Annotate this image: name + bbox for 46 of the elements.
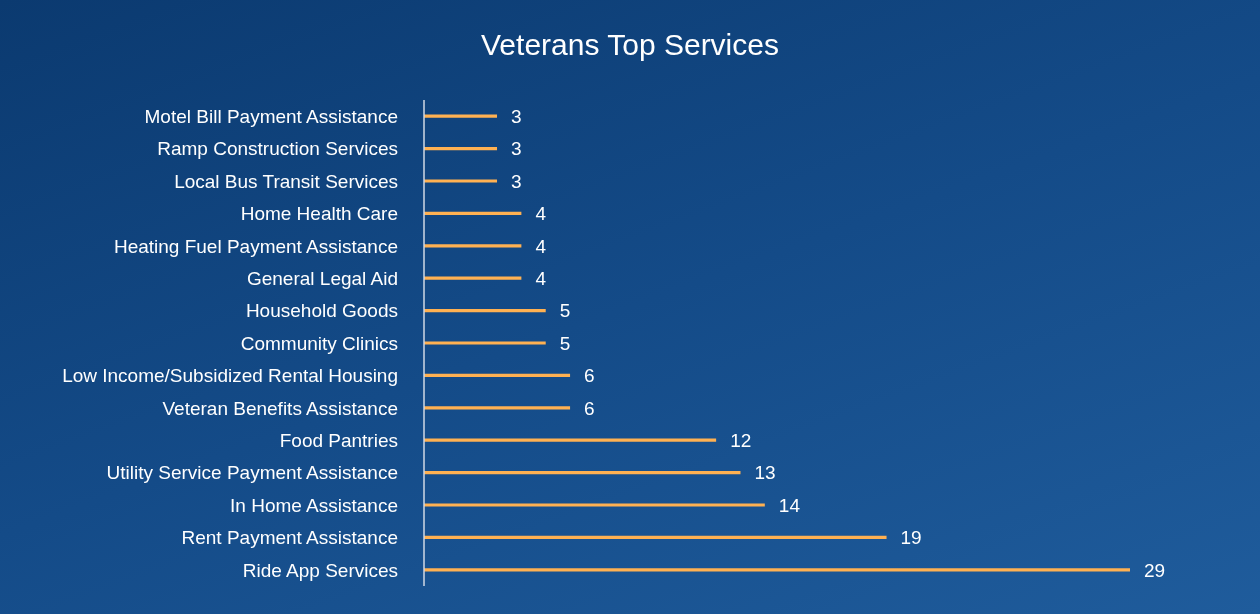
data-label: 3 xyxy=(511,138,522,160)
bar xyxy=(424,503,765,507)
bar xyxy=(424,568,1130,572)
bar xyxy=(424,211,522,216)
bar xyxy=(424,373,571,378)
bar xyxy=(424,438,717,442)
y-tick-label: Home Health Care xyxy=(240,203,398,225)
bar xyxy=(424,470,741,475)
data-label: 5 xyxy=(559,332,571,354)
y-tick-label: In Home Assistance xyxy=(230,494,398,516)
data-label: 12 xyxy=(730,429,752,451)
y-tick-label: Rent Payment Assistance xyxy=(181,527,398,549)
data-label: 14 xyxy=(778,494,801,516)
y-tick-label: Community Clinics xyxy=(240,332,398,354)
y-tick-label: Veteran Benefits Assistance xyxy=(162,397,398,419)
y-tick-label: Food Pantries xyxy=(279,429,398,451)
y-tick-label: Utility Service Payment Assistance xyxy=(106,462,398,484)
y-tick-label: Ride App Services xyxy=(242,559,398,581)
y-tick-label: Heating Fuel Payment Assistance xyxy=(113,235,398,257)
data-label: 4 xyxy=(535,235,547,257)
data-label: 29 xyxy=(1144,559,1166,581)
data-label: 4 xyxy=(535,267,547,289)
y-tick-label: Motel Bill Payment Assistance xyxy=(144,105,398,127)
y-tick-label: Ramp Construction Services xyxy=(157,138,398,160)
chart-title: Veterans Top Services xyxy=(480,28,780,62)
bar xyxy=(424,341,546,345)
bar xyxy=(424,406,571,410)
y-tick-label: Local Bus Transit Services xyxy=(174,170,398,192)
bar xyxy=(424,244,522,248)
data-label: 5 xyxy=(559,300,571,322)
data-label: 6 xyxy=(584,397,595,419)
data-label: 13 xyxy=(754,462,776,484)
data-label: 4 xyxy=(535,203,547,225)
bar xyxy=(424,114,498,118)
y-tick-label: Household Goods xyxy=(245,300,398,322)
data-label: 6 xyxy=(584,365,595,387)
y-tick-label: Low Income/Subsidized Rental Housing xyxy=(62,365,398,387)
data-label: 3 xyxy=(511,105,522,127)
bar xyxy=(424,179,498,183)
data-label: 3 xyxy=(511,170,522,192)
bar xyxy=(424,308,546,313)
bar xyxy=(424,146,498,151)
data-label: 19 xyxy=(900,527,922,549)
bar xyxy=(424,276,522,280)
bar xyxy=(424,535,887,540)
y-tick-label: General Legal Aid xyxy=(246,267,398,289)
